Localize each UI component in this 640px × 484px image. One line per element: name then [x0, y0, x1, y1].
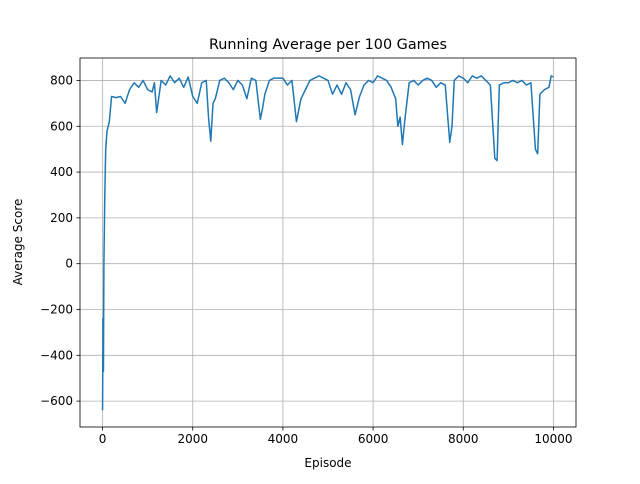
- y-tick-label: 800: [50, 73, 73, 87]
- x-tick-label: 6000: [358, 432, 389, 446]
- y-tick-label: −200: [40, 302, 73, 316]
- y-tick-label: −400: [40, 348, 73, 362]
- y-tick-label: −600: [40, 394, 73, 408]
- x-tick-label: 2000: [177, 432, 208, 446]
- y-tick-label: 600: [50, 119, 73, 133]
- y-tick-label: 400: [50, 165, 73, 179]
- y-axis-label: Average Score: [11, 199, 25, 286]
- x-axis-label: Episode: [304, 456, 351, 470]
- axes-frame: [79, 57, 577, 428]
- chart-title: Running Average per 100 Games: [209, 37, 447, 53]
- x-tick-label: 8000: [448, 432, 479, 446]
- data-line: [101, 75, 554, 411]
- y-tick-label: 0: [65, 257, 73, 271]
- x-tick-label: 4000: [268, 432, 299, 446]
- x-tick-label: 0: [99, 432, 107, 446]
- x-tick-label: 10000: [534, 432, 572, 446]
- y-tick-label: 200: [50, 211, 73, 225]
